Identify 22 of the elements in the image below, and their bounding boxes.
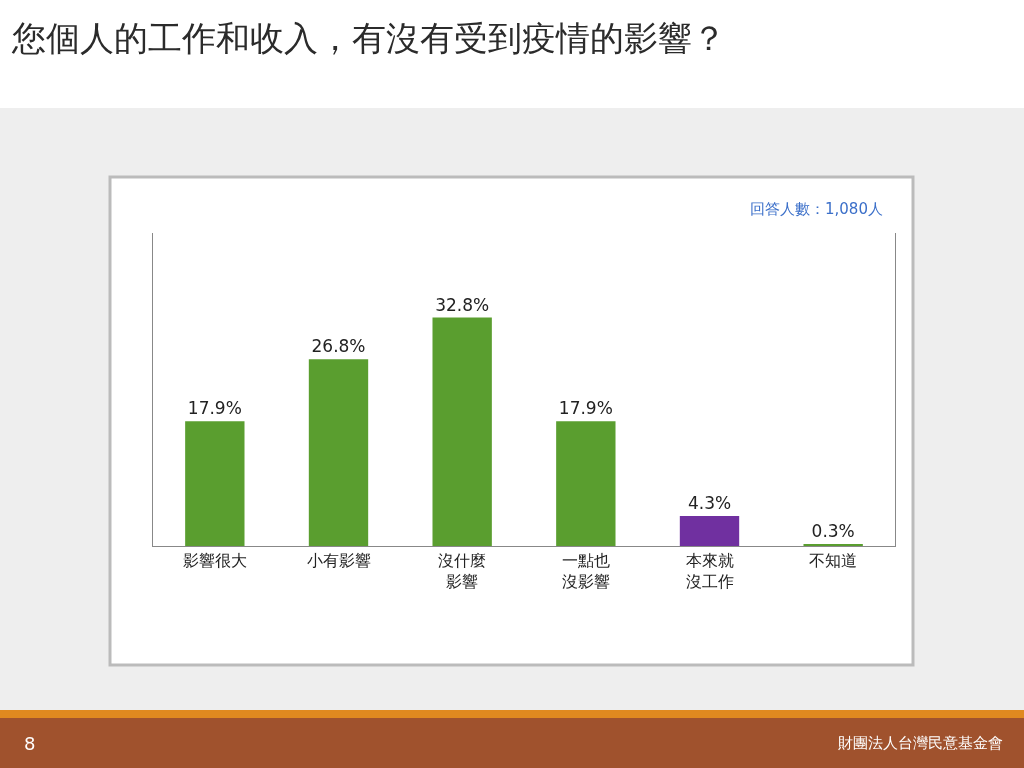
bar	[432, 317, 492, 546]
x-tick-label: 小有影響	[306, 551, 371, 571]
data-label: 0.3%	[811, 520, 855, 541]
x-tick-label: 本來就沒工作	[685, 551, 734, 591]
text: 8	[24, 733, 36, 754]
data-label: 4.3%	[687, 493, 732, 514]
data-label: 17.9%	[187, 398, 242, 419]
chart-title: 您個人的工作和收入，有沒有受到疫情的影響？	[11, 17, 726, 58]
bar	[185, 421, 245, 546]
text: 財團法人台灣民意基金會	[838, 734, 1003, 752]
x-tick-label: 一點也沒影響	[561, 551, 610, 591]
x-tick-label: 沒什麼影響	[438, 551, 487, 591]
text: 回答人數：1,080人	[750, 200, 883, 218]
data-label: 26.8%	[311, 336, 366, 357]
data-label: 32.8%	[435, 294, 490, 315]
bar	[556, 421, 616, 546]
x-tick-label: 不知道	[809, 551, 858, 571]
bar	[308, 359, 369, 546]
bar	[803, 543, 863, 546]
bar	[679, 516, 740, 546]
data-label: 17.9%	[558, 398, 613, 419]
x-tick-label: 影響很大	[182, 551, 247, 571]
